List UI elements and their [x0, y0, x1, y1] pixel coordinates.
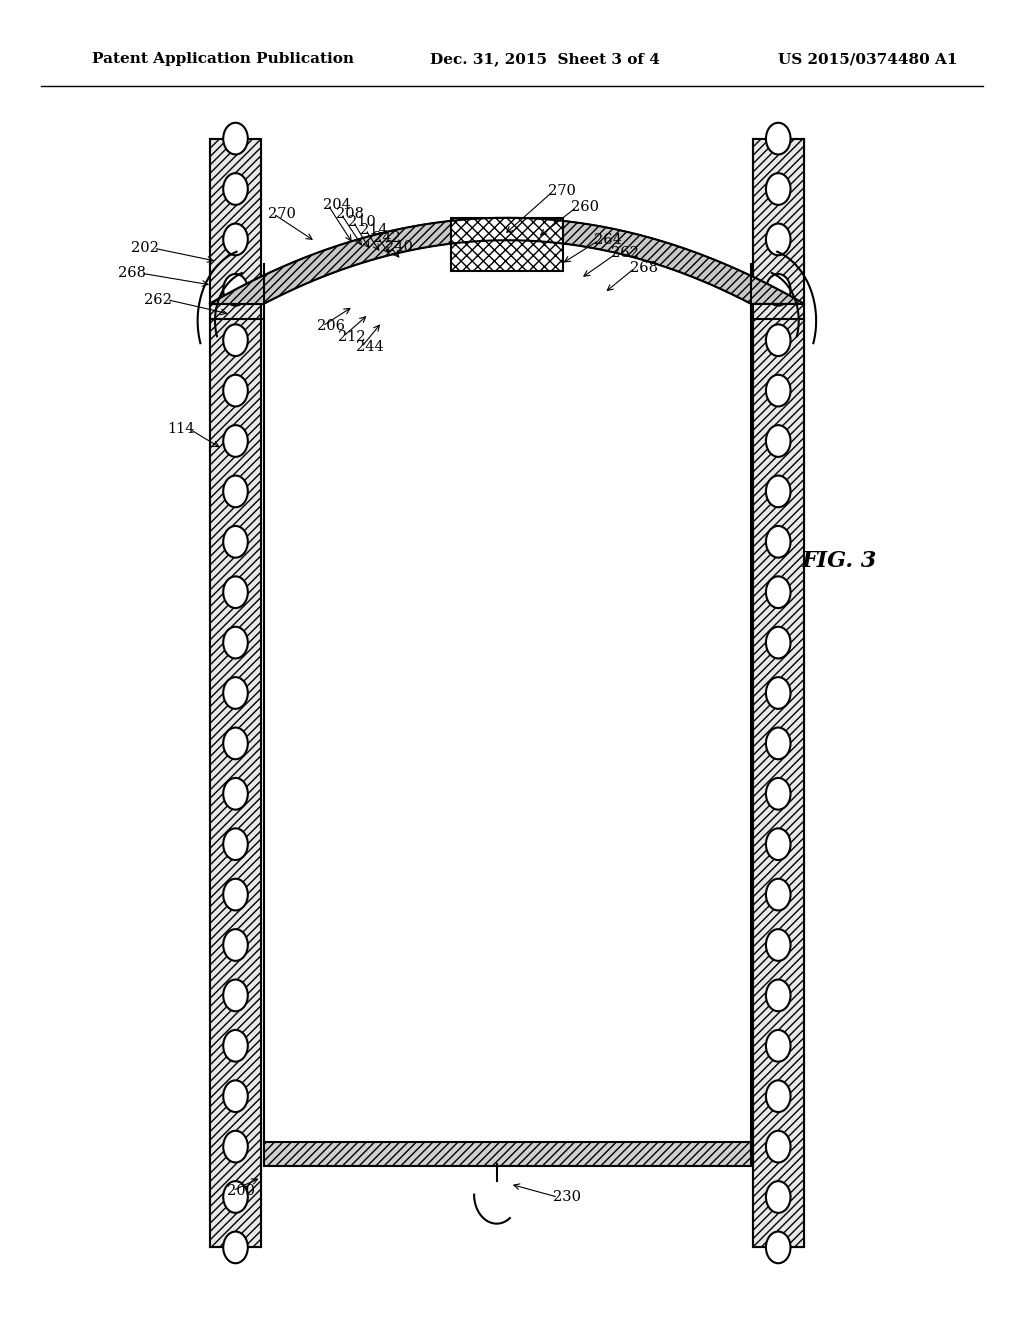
Circle shape: [223, 1181, 248, 1213]
Text: 240: 240: [385, 240, 413, 253]
Text: Patent Application Publication: Patent Application Publication: [92, 53, 354, 66]
Text: Dec. 31, 2015  Sheet 3 of 4: Dec. 31, 2015 Sheet 3 of 4: [430, 53, 659, 66]
Text: US 2015/0374480 A1: US 2015/0374480 A1: [778, 53, 957, 66]
Text: 212: 212: [338, 330, 366, 343]
Circle shape: [766, 123, 791, 154]
FancyBboxPatch shape: [264, 1142, 751, 1166]
Circle shape: [766, 829, 791, 861]
Circle shape: [766, 577, 791, 609]
Text: 200: 200: [227, 1184, 255, 1197]
Circle shape: [223, 275, 248, 306]
Text: 242: 242: [373, 231, 400, 244]
Circle shape: [766, 525, 791, 557]
Circle shape: [223, 929, 248, 961]
Circle shape: [766, 1080, 791, 1111]
Circle shape: [223, 525, 248, 557]
Text: 262: 262: [144, 293, 172, 306]
FancyBboxPatch shape: [451, 218, 563, 271]
Circle shape: [766, 1181, 791, 1213]
Circle shape: [223, 577, 248, 609]
Circle shape: [223, 475, 248, 507]
Circle shape: [766, 223, 791, 255]
Text: 230: 230: [553, 1191, 581, 1204]
Text: 210: 210: [348, 215, 376, 228]
Circle shape: [223, 375, 248, 407]
Text: 268: 268: [119, 267, 146, 280]
Circle shape: [766, 325, 791, 356]
Circle shape: [766, 1131, 791, 1163]
Circle shape: [766, 1232, 791, 1263]
Text: 270: 270: [268, 207, 296, 220]
Text: 268: 268: [630, 261, 657, 275]
Polygon shape: [210, 139, 261, 1247]
Circle shape: [223, 829, 248, 861]
Circle shape: [223, 777, 248, 809]
Text: 244: 244: [356, 341, 384, 354]
Text: 208: 208: [336, 207, 364, 220]
Circle shape: [223, 627, 248, 659]
Circle shape: [223, 173, 248, 205]
Circle shape: [766, 475, 791, 507]
Circle shape: [223, 325, 248, 356]
Circle shape: [223, 1232, 248, 1263]
PathPatch shape: [210, 218, 804, 304]
Circle shape: [223, 677, 248, 709]
Circle shape: [223, 727, 248, 759]
Text: 260: 260: [571, 201, 599, 214]
Text: 264: 264: [594, 234, 622, 247]
Circle shape: [766, 375, 791, 407]
Text: 202: 202: [131, 242, 159, 255]
Text: 262: 262: [611, 247, 639, 260]
Circle shape: [223, 123, 248, 154]
Circle shape: [766, 173, 791, 205]
Circle shape: [223, 879, 248, 911]
Circle shape: [766, 677, 791, 709]
Polygon shape: [753, 139, 804, 1247]
Circle shape: [223, 1030, 248, 1061]
Circle shape: [766, 979, 791, 1011]
Circle shape: [766, 425, 791, 457]
Text: 214: 214: [360, 223, 388, 236]
Circle shape: [223, 223, 248, 255]
Circle shape: [766, 627, 791, 659]
Circle shape: [223, 1080, 248, 1111]
Circle shape: [766, 929, 791, 961]
Circle shape: [766, 727, 791, 759]
Circle shape: [766, 777, 791, 809]
Circle shape: [223, 979, 248, 1011]
Circle shape: [766, 1030, 791, 1061]
Circle shape: [766, 275, 791, 306]
Text: 206: 206: [317, 319, 345, 333]
Text: 270: 270: [548, 185, 575, 198]
Text: 204: 204: [323, 198, 350, 211]
Text: FIG. 3: FIG. 3: [802, 550, 878, 572]
Circle shape: [223, 425, 248, 457]
Text: 114: 114: [167, 422, 195, 436]
Circle shape: [766, 879, 791, 911]
Circle shape: [223, 1131, 248, 1163]
